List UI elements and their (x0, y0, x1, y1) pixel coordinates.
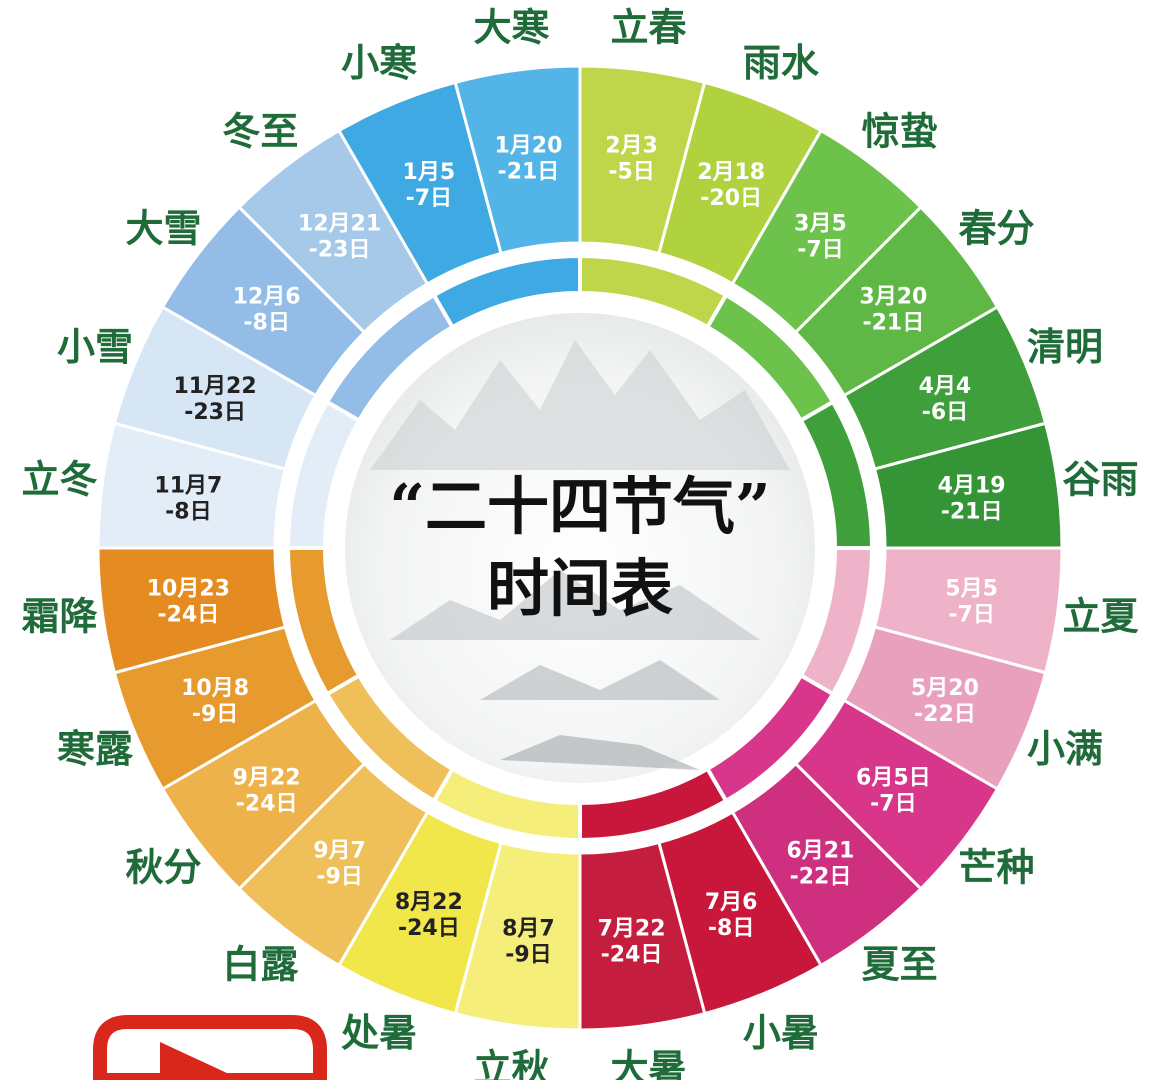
term-date-end: -24日 (158, 603, 220, 628)
term-name: 小满 (1027, 727, 1103, 771)
term-name: 小暑 (743, 1011, 819, 1055)
term-date-start: 9月7 (313, 838, 366, 863)
term-name: 惊蛰 (862, 109, 938, 153)
term-date-end: -22日 (914, 702, 976, 727)
term-date-start: 10月8 (181, 676, 249, 701)
term-name: 寒露 (57, 727, 134, 771)
term-date-end: -21日 (941, 499, 1003, 524)
term-date-start: 3月20 (859, 285, 927, 310)
term-date-end: -24日 (236, 791, 298, 816)
term-name: 小雪 (57, 325, 133, 369)
term-date-start: 4月19 (938, 473, 1006, 498)
term-name: 霜降 (21, 595, 97, 639)
term-date-end: -9日 (505, 943, 551, 968)
term-name: 秋分 (125, 846, 201, 890)
term-name: 处暑 (341, 1011, 417, 1055)
term-date-end: -23日 (309, 238, 371, 263)
term-date-start: 11月7 (154, 473, 222, 498)
term-name: 立冬 (21, 457, 97, 501)
term-name: 谷雨 (1063, 457, 1139, 501)
term-date-end: -5日 (608, 159, 654, 184)
term-name: 白露 (222, 943, 299, 987)
term-labels: 2月3-5日立春2月18-20日雨水3月5-7日惊蛰3月20-21日春分4月4-… (21, 5, 1140, 1084)
term-name: 小寒 (341, 41, 417, 85)
term-date-start: 10月23 (147, 577, 230, 602)
term-name: 清明 (1027, 325, 1103, 369)
term-date-start: 1月20 (494, 133, 562, 158)
inner-band-12 (431, 253, 582, 330)
term-date-start: 7月22 (598, 917, 666, 942)
term-name: 冬至 (222, 109, 298, 153)
term-date-start: 5月20 (911, 676, 979, 701)
term-name: 大暑 (611, 1047, 687, 1080)
mountain-landscape-icon (370, 340, 790, 770)
outer-ring (96, 64, 1064, 1032)
term-date-start: 8月22 (395, 890, 463, 915)
term-date-start: 9月22 (233, 765, 301, 790)
term-date-end: -6日 (922, 400, 968, 425)
term-name: 夏至 (862, 943, 938, 987)
term-name: 立秋 (473, 1047, 549, 1080)
chart-title-line1: “二十四节气” (389, 470, 770, 543)
term-date-start: 2月3 (605, 133, 658, 158)
term-date-end: -21日 (498, 159, 560, 184)
term-date-end: -7日 (797, 238, 843, 263)
term-name: 立春 (611, 5, 687, 49)
term-name: 大寒 (473, 5, 549, 49)
term-date-end: -24日 (601, 943, 663, 968)
term-date-end: -9日 (192, 702, 238, 727)
term-name: 芒种 (959, 846, 1035, 890)
term-date-start: 7月6 (705, 890, 758, 915)
term-date-end: -21日 (862, 311, 924, 336)
term-name: 春分 (959, 206, 1035, 250)
term-date-end: -20日 (700, 186, 762, 211)
term-date-start: 3月5 (794, 212, 847, 237)
term-name: 雨水 (743, 41, 820, 85)
term-date-start: 8月7 (502, 917, 555, 942)
term-date-end: -8日 (243, 311, 289, 336)
play-logo-icon (93, 1015, 327, 1084)
term-date-end: -9日 (316, 864, 362, 889)
term-name: 大雪 (125, 206, 201, 250)
term-date-start: 2月18 (697, 160, 765, 185)
center-disk: “二十四节气” 时间表 (345, 313, 815, 783)
term-date-end: -23日 (184, 400, 246, 425)
inner-ring (285, 253, 875, 843)
term-date-start: 1月5 (403, 160, 456, 185)
term-date-end: -7日 (948, 603, 994, 628)
term-date-start: 11月22 (173, 374, 256, 399)
term-date-start: 12月21 (298, 212, 381, 237)
term-date-start: 4月4 (919, 374, 972, 399)
term-date-end: -22日 (790, 864, 852, 889)
term-name: 立夏 (1063, 595, 1140, 639)
term-segment-24 (453, 64, 582, 256)
term-date-end: -8日 (708, 916, 754, 941)
chart-title-line2: 时间表 (487, 552, 673, 625)
term-date-start: 6月21 (786, 838, 854, 863)
term-date-end: -8日 (165, 499, 211, 524)
term-date-end: -7日 (870, 791, 916, 816)
term-date-start: 6月5日 (856, 765, 931, 790)
term-date-start: 12月6 (233, 285, 301, 310)
term-date-end: -7日 (406, 186, 452, 211)
term-date-start: 5月5 (945, 577, 998, 602)
term-date-end: -24日 (398, 916, 460, 941)
